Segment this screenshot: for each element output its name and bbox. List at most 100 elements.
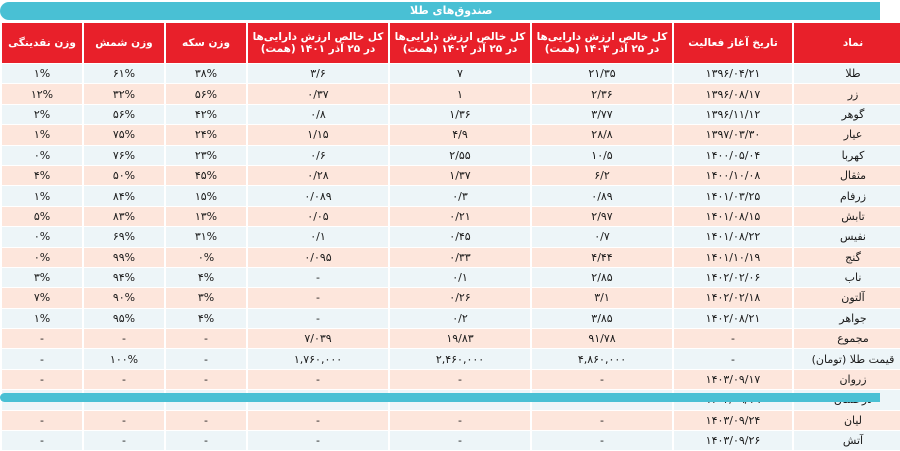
cell-coin-weight: ۲۳%: [166, 145, 246, 165]
column-header-bullion-weight[interactable]: وزن شمش: [84, 23, 164, 63]
cell-nemad: آتش: [794, 431, 900, 451]
cell-bullion-weight: ۸۳%: [84, 206, 164, 227]
cell-nav-1402: ۰/۲: [390, 308, 530, 329]
cell-start-date: ۱۴۰۱/۰۸/۱۵: [674, 206, 792, 227]
table-row[interactable]: مجموع -۹۱/۷۸ ۱۹/۸۳ ۷/۰۳۹- - -: [2, 329, 900, 349]
cell-bullion-weight: ۳۲%: [84, 84, 164, 104]
table-row[interactable]: طلا ۱۳۹۶/۰۴/۲۱ ۲۱/۳۵ ۷ ۳/۶ ۳۸% ۶۱% ۱%: [2, 64, 900, 84]
cell-nav-1402: ۱: [390, 84, 530, 104]
cell-nav-1401: ۳/۶: [248, 64, 388, 84]
cell-nemad: گوهر: [794, 104, 900, 125]
table-row[interactable]: گوهر ۱۳۹۶/۱۱/۱۲ ۳/۷۷ ۱/۳۶ ۰/۸ ۴۲% ۵۶% ۲%: [2, 104, 900, 125]
cell-start-date: ۱۴۰۰/۰۵/۰۴: [674, 145, 792, 165]
column-header-nav-1403[interactable]: کل خالص ارزش دارایی‌ها در ۲۵ آذر ۱۴۰۳ (ه…: [532, 23, 672, 63]
cell-cash-weight: ۳%: [2, 267, 82, 288]
cell-nav-1402: ۲/۵۵: [390, 145, 530, 165]
cell-cash-weight: -: [2, 410, 82, 431]
cell-start-date: ۱۳۹۶/۱۱/۱۲: [674, 104, 792, 125]
column-header-cash-weight[interactable]: وزن نقدینگی: [2, 23, 82, 63]
column-header-nav-1401[interactable]: کل خالص ارزش دارایی‌ها در ۲۵ آذر ۱۴۰۱ (ه…: [248, 23, 388, 63]
cell-start-date: ۱۴۰۱/۱۰/۱۹: [674, 247, 792, 267]
cell-nav-1401: ۱/۱۵: [248, 125, 388, 145]
cell-nav-1401: ۰/۰۹۵: [248, 247, 388, 267]
cell-bullion-weight: -: [84, 369, 164, 390]
cell-start-date: ۱۳۹۶/۰۸/۱۷: [674, 84, 792, 104]
table-row[interactable]: تابش ۱۴۰۱/۰۸/۱۵ ۲/۹۷ ۰/۲۱ ۰/۰۵ ۱۳% ۸۳% ۵%: [2, 206, 900, 227]
table-row[interactable]: زرفام ۱۴۰۱/۰۳/۲۵ ۰/۸۹ ۰/۳ ۰/۰۸۹ ۱۵% ۸۴% ۱%: [2, 186, 900, 206]
cell-bullion-weight: ۹۰%: [84, 288, 164, 308]
table-row[interactable]: لیان ۱۴۰۳/۰۹/۲۴- - - - - -: [2, 410, 900, 431]
cell-nav-1401: ۰/۰۵: [248, 206, 388, 227]
cell-coin-weight: ۲۴%: [166, 125, 246, 145]
cell-nav-1403: ۲۱/۳۵: [532, 64, 672, 84]
cell-nav-1402: -: [390, 431, 530, 451]
cell-cash-weight: ۱۲%: [2, 84, 82, 104]
cell-cash-weight: ۲%: [2, 104, 82, 125]
cell-nemad: عیار: [794, 125, 900, 145]
column-header-date[interactable]: تاریخ آغاز فعالیت: [674, 23, 792, 63]
cell-nav-1402: ۱/۳۷: [390, 165, 530, 186]
table-row[interactable]: قیمت طلا (تومان) -۴,۸۶۰,۰۰۰ ۲,۴۶۰,۰۰۰ ۱,۷۶۰…: [2, 349, 900, 369]
cell-nav-1402: ۰/۲۶: [390, 288, 530, 308]
table-row[interactable]: زروان ۱۴۰۳/۰۹/۱۷- - - - - -: [2, 369, 900, 390]
column-header-nav-1402[interactable]: کل خالص ارزش دارایی‌ها در ۲۵ آذر ۱۴۰۲ (ه…: [390, 23, 530, 63]
cell-nav-1401: -: [248, 431, 388, 451]
gold-funds-table: نماد تاریخ آغاز فعالیت کل خالص ارزش دارا…: [0, 22, 900, 451]
cell-nemad: تابش: [794, 206, 900, 227]
cell-nav-1403: ۳/۸۵: [532, 308, 672, 329]
cell-nav-1403: ۰/۷: [532, 227, 672, 247]
cell-nav-1402: -: [390, 410, 530, 431]
column-header-nemad[interactable]: نماد: [794, 23, 900, 63]
cell-coin-weight: -: [166, 410, 246, 431]
cell-nav-1403: ۲/۸۵: [532, 267, 672, 288]
table-row[interactable]: گنج ۱۴۰۱/۱۰/۱۹ ۴/۴۴ ۰/۳۳ ۰/۰۹۵ ۰% ۹۹% ۰%: [2, 247, 900, 267]
cell-start-date: ۱۳۹۷/۰۳/۳۰: [674, 125, 792, 145]
cell-nav-1402: ۰/۲۱: [390, 206, 530, 227]
table-row[interactable]: کهربا ۱۴۰۰/۰۵/۰۴ ۱۰/۵ ۲/۵۵ ۰/۶ ۲۳% ۷۶% ۰%: [2, 145, 900, 165]
cell-cash-weight: ۱%: [2, 125, 82, 145]
cell-nemad: زر: [794, 84, 900, 104]
cell-bullion-weight: -: [84, 329, 164, 349]
table-row[interactable]: عیار ۱۳۹۷/۰۳/۳۰ ۲۸/۸ ۴/۹ ۱/۱۵ ۲۴% ۷۵% ۱%: [2, 125, 900, 145]
cell-nemad: گنج: [794, 247, 900, 267]
table-row[interactable]: ناب ۱۴۰۲/۰۲/۰۶ ۲/۸۵ ۰/۱-۴% ۹۴% ۳%: [2, 267, 900, 288]
cell-nav-1402: ۷: [390, 64, 530, 84]
table-row[interactable]: زر ۱۳۹۶/۰۸/۱۷ ۲/۳۶ ۱ ۰/۳۷ ۵۶% ۳۲% ۱۲%: [2, 84, 900, 104]
cell-cash-weight: ۱%: [2, 64, 82, 84]
table-row[interactable]: آتش ۱۴۰۳/۰۹/۲۶- - - - - -: [2, 431, 900, 451]
bottom-teal-band: [0, 393, 880, 402]
table-row[interactable]: جواهر ۱۴۰۲/۰۸/۲۱ ۳/۸۵ ۰/۲-۴% ۹۵% ۱%: [2, 308, 900, 329]
table-row[interactable]: مثقال ۱۴۰۰/۱۰/۰۸ ۶/۲ ۱/۳۷ ۰/۲۸ ۴۵% ۵۰% ۴%: [2, 165, 900, 186]
cell-start-date: ۱۴۰۲/۰۲/۰۶: [674, 267, 792, 288]
cell-nav-1402: ۲,۴۶۰,۰۰۰: [390, 349, 530, 369]
cell-nav-1401: ۰/۸: [248, 104, 388, 125]
cell-nemad: کهربا: [794, 145, 900, 165]
cell-coin-weight: ۱۳%: [166, 206, 246, 227]
page-title: صندوق‌های طلا: [410, 4, 493, 17]
cell-start-date: -: [674, 349, 792, 369]
cell-nemad: لیان: [794, 410, 900, 431]
cell-start-date: ۱۴۰۲/۰۲/۱۸: [674, 288, 792, 308]
cell-nemad: ناب: [794, 267, 900, 288]
cell-start-date: ۱۴۰۰/۱۰/۰۸: [674, 165, 792, 186]
cell-nav-1403: ۴,۸۶۰,۰۰۰: [532, 349, 672, 369]
cell-start-date: ۱۴۰۳/۰۹/۲۶: [674, 431, 792, 451]
cell-coin-weight: ۴%: [166, 267, 246, 288]
top-teal-band: [0, 2, 880, 20]
cell-cash-weight: ۴%: [2, 165, 82, 186]
cell-nav-1403: ۲/۳۶: [532, 84, 672, 104]
cell-nemad: زروان: [794, 369, 900, 390]
cell-coin-weight: ۵۶%: [166, 84, 246, 104]
cell-nav-1401: -: [248, 308, 388, 329]
cell-nav-1402: ۰/۱: [390, 267, 530, 288]
cell-nemad: زرفام: [794, 186, 900, 206]
cell-nemad: طلا: [794, 64, 900, 84]
table-row[interactable]: آلتون ۱۴۰۲/۰۲/۱۸ ۳/۱ ۰/۲۶-۳% ۹۰% ۷%: [2, 288, 900, 308]
column-header-coin-weight[interactable]: وزن سکه: [166, 23, 246, 63]
table-row[interactable]: نفیس ۱۴۰۱/۰۸/۲۲ ۰/۷ ۰/۴۵ ۰/۱ ۳۱% ۶۹% ۰%: [2, 227, 900, 247]
cell-nemad: آلتون: [794, 288, 900, 308]
cell-nav-1403: ۰/۸۹: [532, 186, 672, 206]
cell-cash-weight: ۱%: [2, 186, 82, 206]
cell-cash-weight: ۷%: [2, 288, 82, 308]
cell-bullion-weight: ۶۹%: [84, 227, 164, 247]
